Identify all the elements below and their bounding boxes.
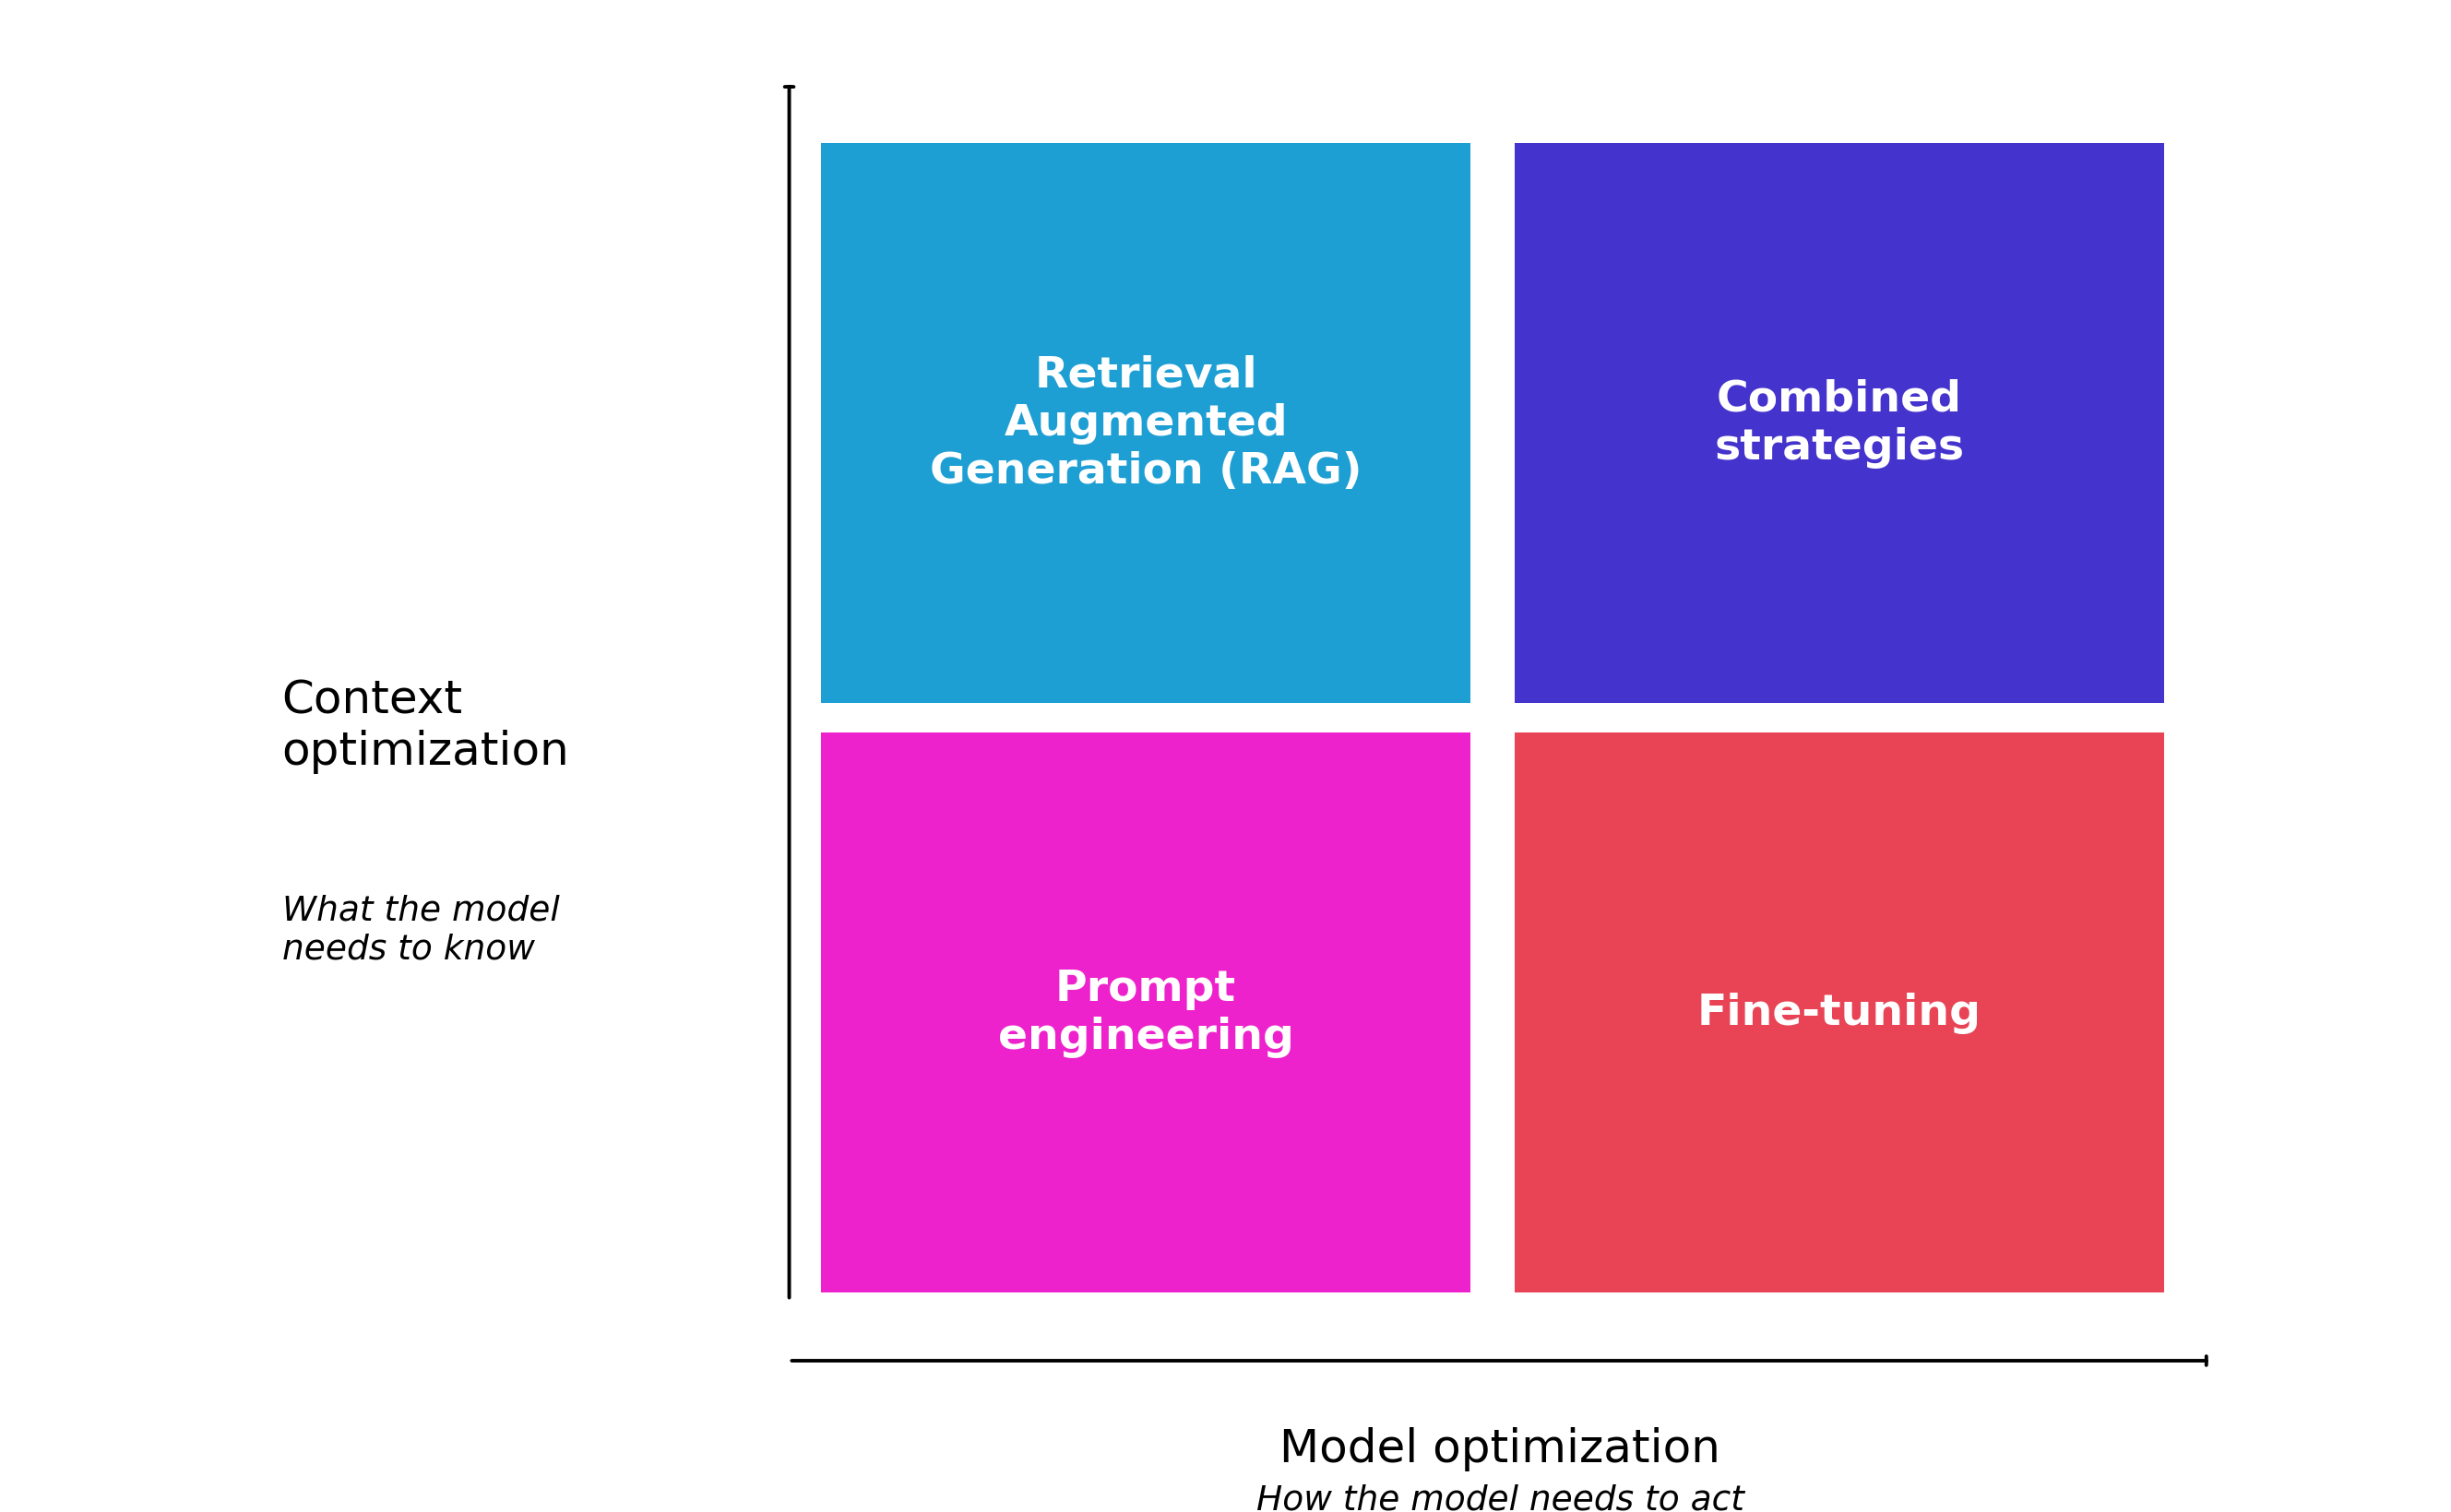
FancyBboxPatch shape bbox=[821, 144, 1471, 703]
Text: Combined
strategies: Combined strategies bbox=[1713, 378, 1966, 469]
FancyBboxPatch shape bbox=[821, 733, 1471, 1293]
Text: How the model needs to act: How the model needs to act bbox=[1255, 1483, 1745, 1512]
Text: Model optimization: Model optimization bbox=[1279, 1426, 1721, 1471]
Text: Fine-tuning: Fine-tuning bbox=[1699, 992, 1980, 1034]
FancyBboxPatch shape bbox=[1515, 733, 2164, 1293]
Text: Retrieval
Augmented
Generation (RAG): Retrieval Augmented Generation (RAG) bbox=[929, 355, 1363, 491]
FancyBboxPatch shape bbox=[1515, 144, 2164, 703]
Text: What the model
needs to know: What the model needs to know bbox=[282, 894, 559, 966]
Text: Context
optimization: Context optimization bbox=[282, 677, 569, 774]
Text: Prompt
engineering: Prompt engineering bbox=[998, 968, 1294, 1058]
